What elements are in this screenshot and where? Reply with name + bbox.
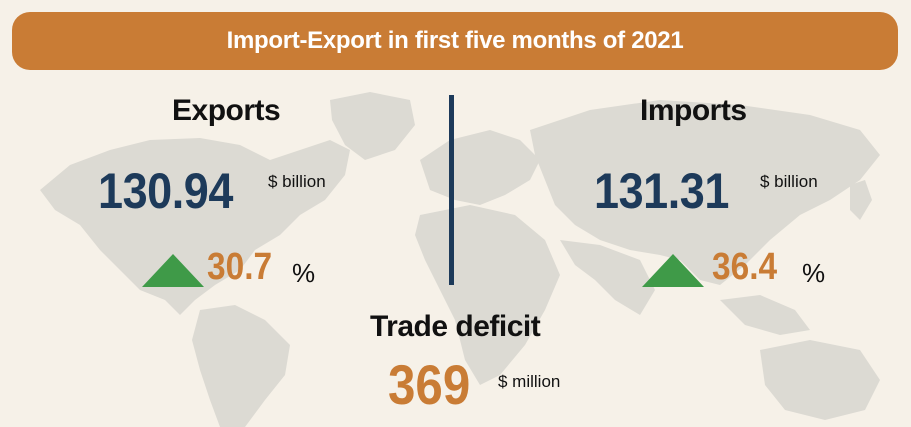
title-text: Import-Export in first five months of 20… <box>226 27 684 54</box>
trade-deficit-unit: $ million <box>498 372 561 391</box>
column-divider <box>449 95 454 285</box>
trade-deficit-value: 369 <box>388 353 471 416</box>
imports-up-triangle-icon <box>642 254 704 287</box>
trade-deficit-heading: Trade deficit <box>370 310 541 343</box>
imports-growth-value: 36.4 <box>712 246 778 288</box>
imports-growth-unit: % <box>802 258 826 288</box>
imports-value: 131.31 <box>594 163 729 219</box>
exports-growth-unit: % <box>292 258 316 288</box>
imports-heading: Imports <box>640 94 747 127</box>
imports-unit: $ billion <box>760 172 818 191</box>
exports-up-triangle-icon <box>142 254 204 287</box>
exports-unit: $ billion <box>268 172 326 191</box>
exports-heading: Exports <box>172 94 281 127</box>
exports-value: 130.94 <box>98 163 233 219</box>
exports-growth-value: 30.7 <box>207 246 273 288</box>
title-banner: Import-Export in first five months of 20… <box>12 12 898 70</box>
